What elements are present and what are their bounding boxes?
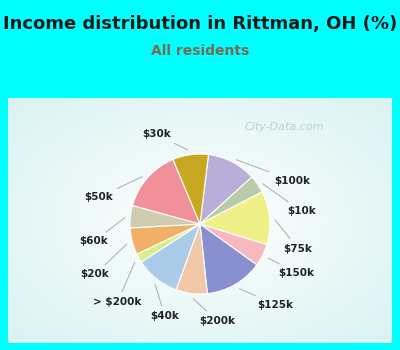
Text: $20k: $20k	[81, 244, 127, 279]
Text: > $200k: > $200k	[93, 262, 142, 307]
Text: $125k: $125k	[240, 289, 294, 309]
Text: $40k: $40k	[150, 284, 180, 321]
Wedge shape	[130, 224, 200, 254]
Wedge shape	[200, 177, 262, 224]
Wedge shape	[132, 159, 200, 224]
Wedge shape	[176, 224, 207, 294]
Wedge shape	[137, 224, 200, 262]
Text: $10k: $10k	[263, 184, 316, 216]
Text: $150k: $150k	[268, 258, 314, 278]
Text: $200k: $200k	[193, 299, 236, 326]
Text: All residents: All residents	[151, 44, 249, 58]
Wedge shape	[200, 192, 270, 245]
Text: $50k: $50k	[84, 177, 142, 202]
Text: $30k: $30k	[142, 130, 188, 150]
Wedge shape	[200, 224, 257, 294]
Wedge shape	[141, 224, 200, 290]
Wedge shape	[200, 224, 267, 265]
Text: $100k: $100k	[236, 160, 310, 186]
Text: $60k: $60k	[79, 218, 125, 246]
Text: City-Data.com: City-Data.com	[245, 122, 324, 132]
Wedge shape	[200, 154, 252, 224]
Text: $75k: $75k	[275, 220, 312, 253]
Wedge shape	[173, 154, 208, 224]
Text: Income distribution in Rittman, OH (%): Income distribution in Rittman, OH (%)	[3, 15, 397, 34]
Wedge shape	[130, 205, 200, 228]
